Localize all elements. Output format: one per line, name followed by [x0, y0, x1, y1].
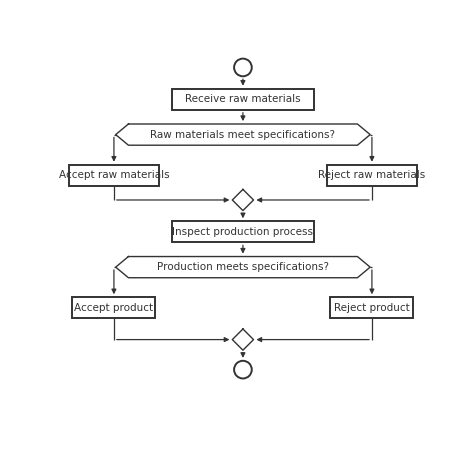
Text: Accept product: Accept product — [74, 303, 154, 313]
Polygon shape — [232, 190, 254, 211]
Text: Reject product: Reject product — [334, 303, 410, 313]
Text: Inspect production process: Inspect production process — [173, 227, 313, 237]
Polygon shape — [232, 329, 254, 350]
Text: Accept raw materials: Accept raw materials — [59, 170, 169, 180]
Text: Receive raw materials: Receive raw materials — [185, 94, 301, 104]
Polygon shape — [116, 257, 370, 278]
Bar — [172, 221, 314, 242]
Circle shape — [234, 59, 252, 76]
Circle shape — [234, 361, 252, 379]
Bar — [73, 297, 155, 319]
Bar — [172, 89, 314, 110]
Text: Production meets specifications?: Production meets specifications? — [157, 262, 329, 272]
Text: Raw materials meet specifications?: Raw materials meet specifications? — [150, 129, 336, 140]
Bar — [327, 165, 417, 186]
Polygon shape — [116, 124, 370, 145]
Bar — [330, 297, 413, 319]
Bar — [69, 165, 159, 186]
Text: Reject raw materials: Reject raw materials — [319, 170, 426, 180]
